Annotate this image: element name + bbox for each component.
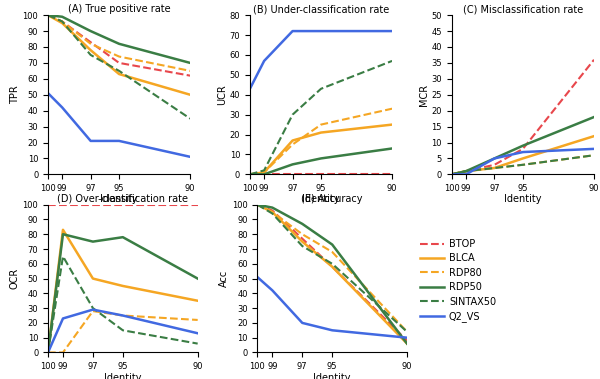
- X-axis label: Identity: Identity: [104, 373, 142, 379]
- Y-axis label: TPR: TPR: [10, 85, 20, 104]
- Title: (D) Over-classification rate: (D) Over-classification rate: [58, 194, 188, 204]
- Title: (C) Misclassification rate: (C) Misclassification rate: [463, 5, 583, 14]
- Legend: BTOP, BLCA, RDP80, RDP50, SINTAX50, Q2_VS: BTOP, BLCA, RDP80, RDP50, SINTAX50, Q2_V…: [416, 235, 500, 326]
- X-axis label: Identity: Identity: [504, 194, 542, 204]
- Title: (B) Under-classification rate: (B) Under-classification rate: [253, 5, 389, 14]
- X-axis label: Identity: Identity: [302, 194, 340, 204]
- Title: (E) Accuracy: (E) Accuracy: [301, 194, 363, 204]
- Title: (A) True positive rate: (A) True positive rate: [68, 5, 170, 14]
- X-axis label: Identity: Identity: [313, 373, 351, 379]
- X-axis label: Identity: Identity: [100, 194, 138, 204]
- Y-axis label: Acc: Acc: [219, 270, 229, 287]
- Y-axis label: OCR: OCR: [10, 268, 20, 289]
- Y-axis label: UCR: UCR: [217, 85, 227, 105]
- Y-axis label: MCR: MCR: [419, 84, 428, 106]
